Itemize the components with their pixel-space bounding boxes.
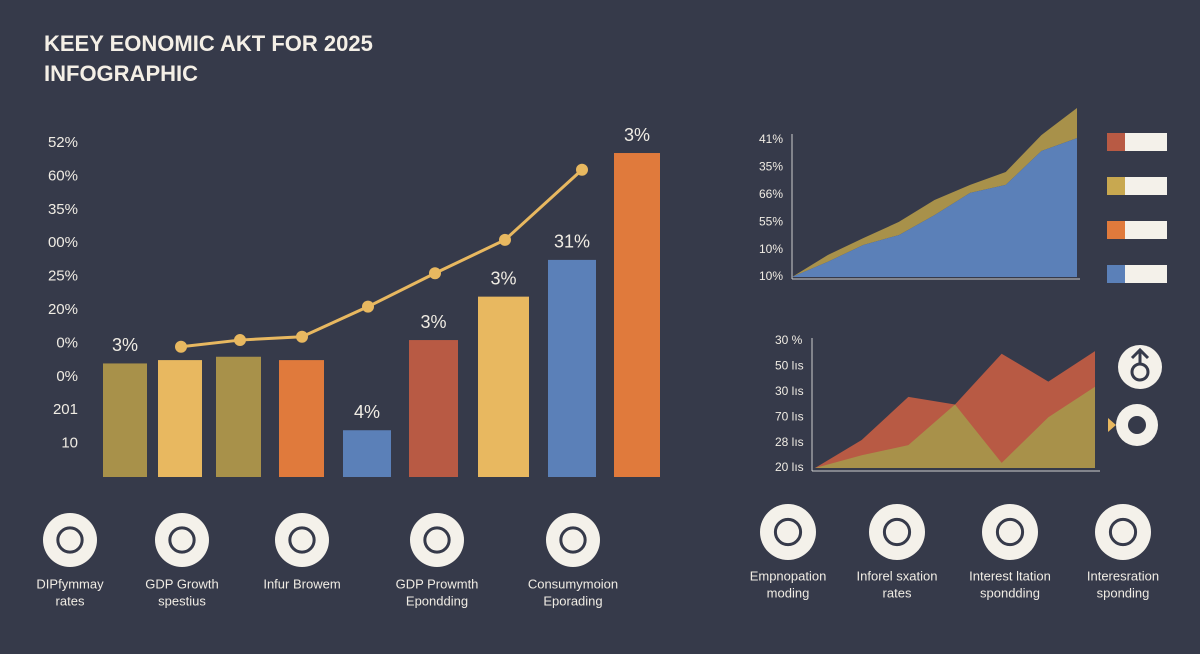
bar-label: 3% bbox=[490, 268, 516, 288]
icon bbox=[155, 513, 209, 567]
icon-glyph bbox=[1108, 517, 1138, 547]
icon bbox=[275, 513, 329, 567]
trend-point bbox=[499, 233, 511, 246]
icon-glyph bbox=[56, 526, 84, 554]
y-tick-label: 00% bbox=[48, 234, 78, 251]
icon-label: Inforel sxation bbox=[857, 568, 938, 583]
bar bbox=[548, 259, 596, 477]
bar-label: 3% bbox=[112, 335, 138, 355]
bar bbox=[343, 430, 391, 477]
area bbox=[815, 386, 1095, 468]
y-tick-label: 66% bbox=[759, 187, 783, 201]
legend-swatch bbox=[1107, 177, 1125, 195]
icon-label: Empnopation bbox=[750, 568, 827, 583]
icon-glyph bbox=[423, 526, 451, 554]
bar-label: 4% bbox=[354, 402, 380, 422]
icon-glyph bbox=[559, 526, 587, 554]
side-icon bbox=[792, 107, 1162, 446]
legend-swatch bbox=[1107, 133, 1125, 151]
y-tick-label: 25% bbox=[48, 268, 78, 285]
icon-glyph bbox=[995, 517, 1025, 547]
bar-label: 3% bbox=[420, 312, 446, 332]
y-tick-label: 60% bbox=[48, 167, 78, 184]
icon-label: rates bbox=[883, 585, 912, 600]
icon-label: spondding bbox=[980, 585, 1040, 600]
icon-glyph bbox=[288, 526, 316, 554]
title: INFOGRAPHIC bbox=[44, 61, 198, 86]
icon-glyph bbox=[168, 526, 196, 554]
y-tick-label: 30 % bbox=[775, 333, 803, 347]
legend-swatch bbox=[1107, 265, 1125, 283]
icon-label: Interesration bbox=[1087, 568, 1159, 583]
icon bbox=[410, 513, 464, 567]
trend-point bbox=[429, 267, 441, 280]
bar bbox=[409, 340, 458, 477]
y-tick-label: 28 lıs bbox=[775, 435, 804, 449]
area bbox=[792, 107, 1077, 277]
icon-label: Infur Browem bbox=[263, 576, 340, 591]
y-tick-label: 35% bbox=[48, 201, 78, 218]
icon-glyph bbox=[773, 517, 803, 547]
y-tick-label: 10 bbox=[61, 435, 78, 452]
y-tick-label: 0% bbox=[56, 368, 78, 385]
icon bbox=[43, 513, 97, 567]
bar bbox=[614, 153, 660, 477]
y-tick-label: 201 bbox=[53, 401, 78, 418]
y-tick-label: 0% bbox=[56, 334, 78, 351]
bar bbox=[279, 360, 324, 477]
y-tick-label: 10% bbox=[759, 242, 783, 256]
trend-point bbox=[175, 340, 187, 353]
y-tick-label: 70 lıs bbox=[775, 409, 804, 423]
y-tick-label: 10% bbox=[759, 269, 783, 283]
icon-label: GDP Growth bbox=[145, 576, 218, 591]
icon-label: Epondding bbox=[406, 593, 468, 608]
title: KEEY EONOMIC AKT FOR 2025 bbox=[44, 31, 373, 56]
bar bbox=[103, 363, 147, 477]
icon-label: DIPfymmay bbox=[36, 576, 104, 591]
icon-label: Consumymoion bbox=[528, 576, 618, 591]
icon-label: GDP Prowmth bbox=[396, 576, 479, 591]
bar bbox=[158, 360, 202, 477]
icon-label: spestius bbox=[158, 593, 206, 608]
icon-label: sponding bbox=[1097, 585, 1150, 600]
bar-label: 31% bbox=[554, 232, 590, 252]
y-tick-label: 20 lıs bbox=[775, 460, 804, 474]
icon bbox=[546, 513, 600, 567]
legend-swatch bbox=[1107, 221, 1125, 239]
trend-point bbox=[362, 300, 374, 313]
icon-label: Interest ltation bbox=[969, 568, 1051, 583]
icon-label: moding bbox=[767, 585, 810, 600]
bar bbox=[216, 356, 261, 477]
icon-label: Eporading bbox=[543, 593, 602, 608]
icon bbox=[760, 504, 816, 560]
icon bbox=[982, 504, 1038, 560]
trend-point bbox=[296, 330, 308, 343]
y-tick-label: 35% bbox=[759, 160, 783, 174]
icon-label: rates bbox=[56, 593, 85, 608]
trend-point bbox=[576, 163, 588, 176]
y-tick-label: 20% bbox=[48, 301, 78, 318]
y-tick-label: 41% bbox=[759, 132, 783, 146]
icon-glyph bbox=[882, 517, 912, 547]
y-tick-label: 52% bbox=[48, 134, 78, 151]
icon bbox=[1095, 504, 1151, 560]
bar-label: 3% bbox=[624, 125, 650, 145]
y-tick-label: 50 lıs bbox=[775, 359, 804, 373]
y-tick-label: 30 lıs bbox=[775, 384, 804, 398]
icon bbox=[869, 504, 925, 560]
y-tick-label: 55% bbox=[759, 214, 783, 228]
bar bbox=[478, 296, 529, 477]
trend-point bbox=[234, 334, 246, 347]
area bbox=[792, 138, 1077, 277]
